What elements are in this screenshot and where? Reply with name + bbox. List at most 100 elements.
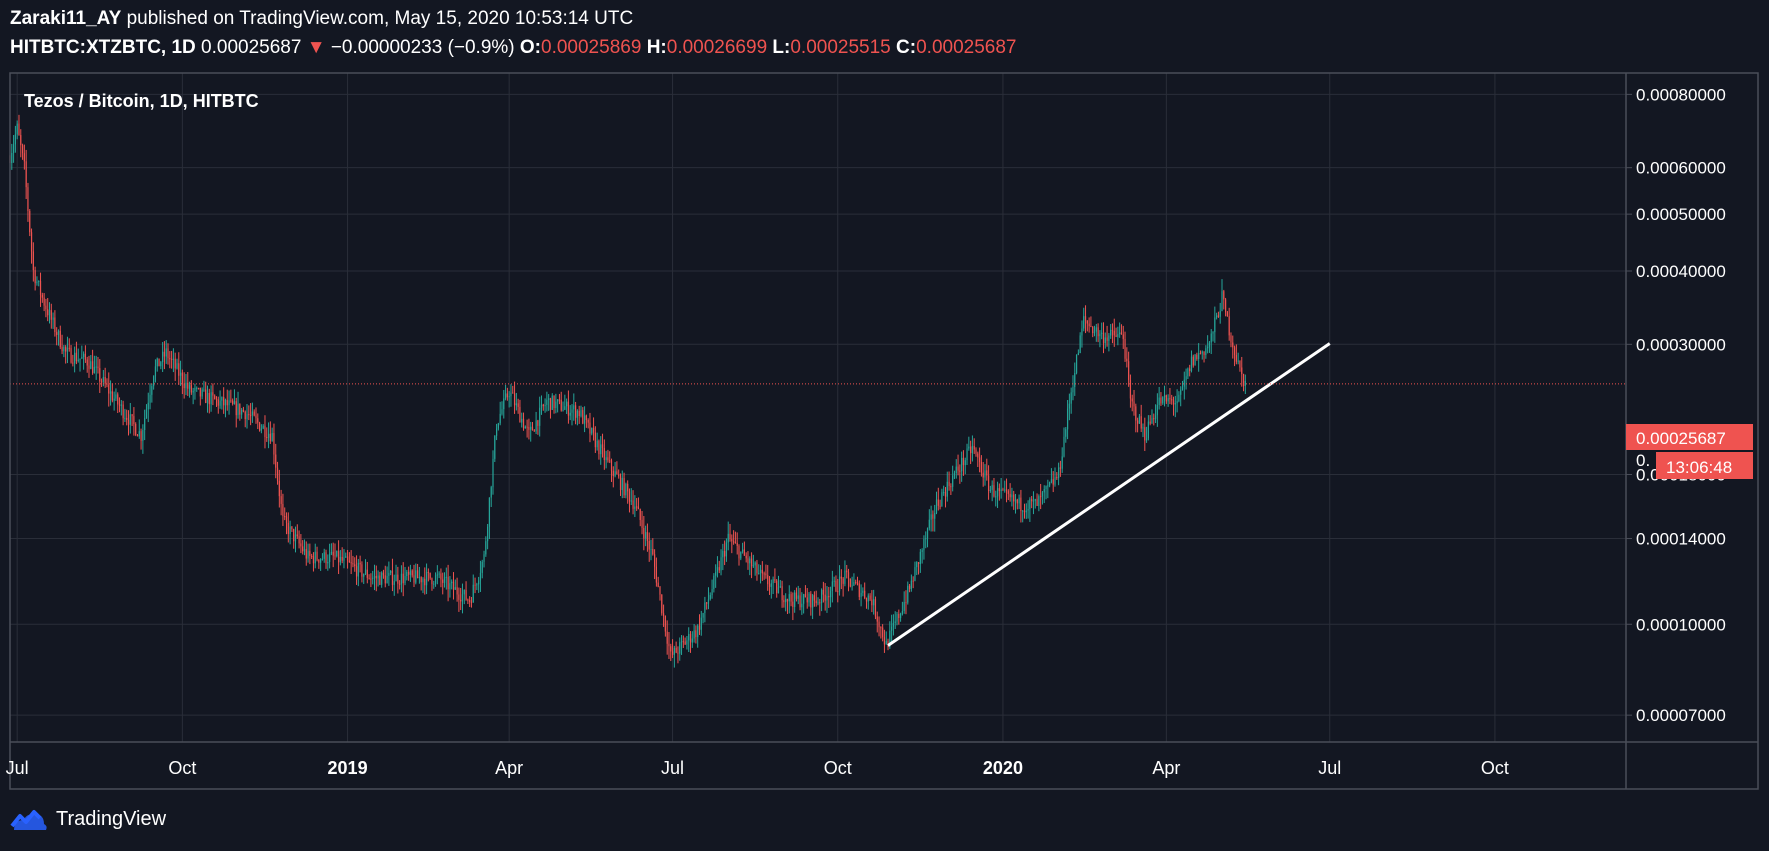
candle-body [50,310,52,320]
candle-body [752,565,754,567]
candle-body [910,580,912,589]
candle-body [255,415,257,419]
candle-body [885,641,887,645]
candle-body [921,550,923,552]
candle-body [416,570,419,579]
candle-body [594,432,596,448]
last-price: 0.00025687 [201,37,302,58]
candle-body [747,558,749,564]
candle-body [833,580,835,582]
candle-body [427,571,429,573]
candle-body [18,123,20,136]
candle-body [79,358,81,360]
open-label: O: [519,37,542,58]
candle-body [580,410,582,417]
trendline[interactable] [887,342,1331,647]
candle-body [926,528,929,539]
candle-body [185,382,187,389]
candle-body [84,353,87,360]
candle-body [944,492,947,497]
candle-body [138,431,140,437]
candle-body [1131,398,1133,402]
candle-body [578,410,580,417]
candle-body [458,594,460,600]
candle-body [298,536,300,544]
candle-body [517,403,519,407]
candle-body [479,572,482,581]
candle-body [923,538,925,551]
candle-body [657,582,659,587]
candle-body [675,647,677,653]
candle-body [309,550,311,556]
candle-body [393,581,395,585]
x-tick-label: Jul [1318,758,1341,778]
candle-body [56,332,58,335]
candle-body [368,577,370,579]
candle-body [280,496,282,504]
candle-body [934,512,936,519]
candle-body [246,414,248,420]
candle-body [558,399,561,401]
candle-body [1174,403,1176,405]
candle-body [772,579,774,584]
candle-body [494,435,496,459]
price-axis-partial-label: 0. [1636,451,1650,470]
candle-body [510,392,512,397]
candle-body [487,526,489,542]
candle-body [792,601,794,607]
candle-body [858,583,860,597]
time-axis[interactable]: Jul Oct 2019 Apr Jul Oct 2020 Apr Jul Oct [6,758,1509,778]
candle-body [1047,485,1049,487]
candle-body [688,634,690,641]
candle-body [634,506,636,509]
brand-name: TradingView [56,807,167,830]
candle-body [1104,337,1106,344]
candle-body [813,595,816,601]
candle-body [465,589,467,600]
candle-body [862,590,864,593]
candle-body [840,576,842,579]
candle-body [162,351,164,363]
candle-body [1137,420,1139,424]
candle-body [75,352,78,362]
candle-body [289,526,291,534]
candle-body [221,397,223,401]
candle-body [864,590,866,598]
candle-body [122,404,124,419]
candle-body [1102,332,1105,344]
candle-body [1194,354,1196,366]
candle-body [1068,403,1070,409]
candle-body [158,358,160,367]
x-tick-label: 2020 [983,758,1023,778]
candle-body [1156,404,1158,416]
candle-body [797,595,799,599]
candle-body [478,580,480,585]
price-axis[interactable]: 0.00080000 0.00060000 0.00050000 0.00040000… [1626,85,1726,725]
candle-body [345,556,347,558]
candle-body [1241,367,1243,374]
candle-body [1043,489,1045,493]
candle-body [140,431,142,441]
candle-body [693,630,695,639]
candle-body [806,597,808,603]
candle-body [799,595,801,608]
candle-body [1198,353,1200,359]
candle-body [587,419,589,423]
tradingview-logo-icon [10,810,47,830]
tradingview-brand[interactable]: TradingView [10,806,166,832]
candle-body [682,641,684,643]
candle-body [600,444,602,455]
candle-body [844,570,846,584]
candle-body [205,389,207,403]
candle-body [400,573,403,585]
author-name[interactable]: Zaraki11_AY [10,8,122,29]
symbol-label[interactable]: HITBTC:XTZBTC, 1D [10,37,196,58]
candle-body [409,570,412,575]
candle-body [795,592,798,599]
candle-body [1135,406,1137,421]
candle-body [865,597,868,602]
candle-body [987,475,990,491]
candle-body [1065,429,1067,437]
candle-body [968,446,970,449]
